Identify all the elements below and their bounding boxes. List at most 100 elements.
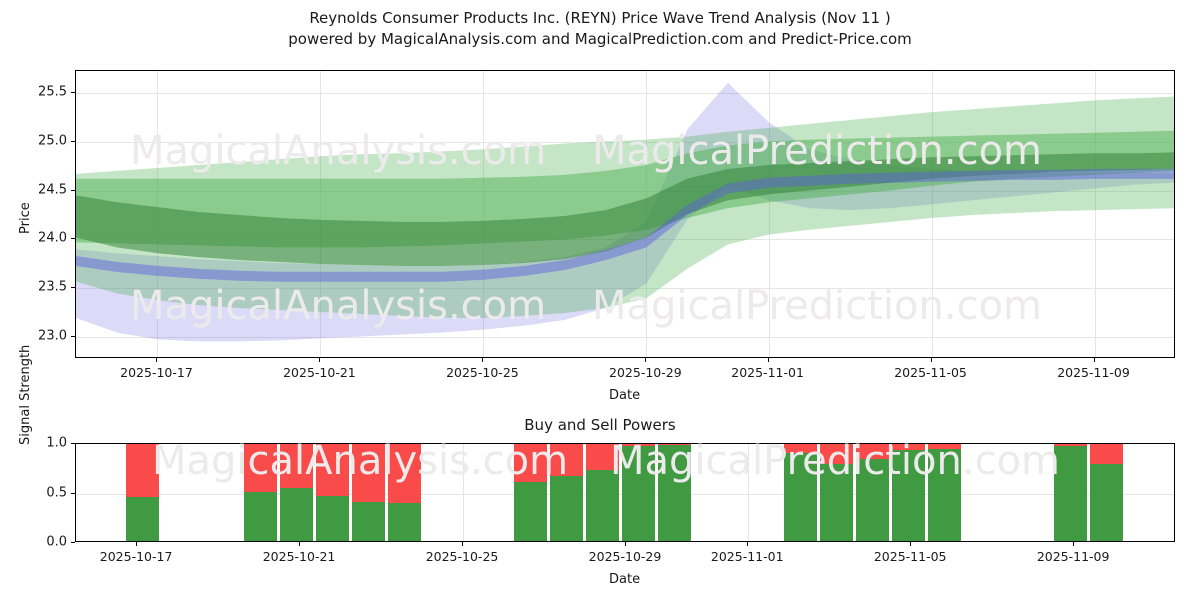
price-x-tick-mark bbox=[156, 358, 158, 362]
gridline-vertical bbox=[931, 71, 933, 357]
band-blue-core-ribbon bbox=[76, 168, 1174, 282]
buy-power-segment bbox=[316, 496, 349, 541]
sell-power-segment bbox=[244, 444, 277, 492]
gridline-vertical bbox=[463, 444, 465, 541]
price-chart-plot-area bbox=[75, 70, 1175, 358]
price-y-tick: 23.5 bbox=[38, 279, 67, 295]
signal-bar[interactable] bbox=[856, 444, 889, 541]
watermark-text: MagicalPrediction.com bbox=[592, 128, 1042, 174]
buy-power-segment bbox=[622, 445, 655, 541]
sell-power-segment bbox=[550, 444, 583, 476]
signal-bar[interactable] bbox=[550, 444, 583, 541]
buy-power-segment bbox=[1054, 445, 1087, 541]
signal-y-tick: 0.5 bbox=[46, 485, 67, 500]
signal-bar[interactable] bbox=[784, 444, 817, 541]
price-x-tick: 2025-11-01 bbox=[731, 365, 804, 380]
signal-bar[interactable] bbox=[1054, 444, 1087, 541]
chart-title-line-2: powered by MagicalAnalysis.com and Magic… bbox=[288, 30, 912, 48]
price-x-tick: 2025-10-17 bbox=[120, 365, 193, 380]
signal-bar[interactable] bbox=[1090, 444, 1123, 541]
signal-y-tick-mark bbox=[71, 542, 75, 543]
signal-y-tick: 0.0 bbox=[46, 534, 67, 550]
signal-bar[interactable] bbox=[126, 444, 159, 541]
gridline-horizontal bbox=[76, 190, 1174, 192]
buy-power-segment bbox=[352, 502, 385, 541]
signal-bar[interactable] bbox=[892, 444, 925, 541]
signal-bar[interactable] bbox=[244, 444, 277, 541]
watermark-text: MagicalAnalysis.com bbox=[152, 438, 569, 484]
buy-power-segment bbox=[784, 452, 817, 541]
signal-bar[interactable] bbox=[820, 444, 853, 541]
signal-x-tick: 2025-11-09 bbox=[1036, 549, 1110, 564]
gridline-vertical bbox=[748, 444, 750, 541]
sell-power-segment bbox=[352, 444, 385, 503]
watermark-text: MagicalAnalysis.com bbox=[130, 128, 547, 174]
price-x-tick: 2025-11-05 bbox=[894, 365, 967, 380]
gridline-horizontal bbox=[76, 337, 1174, 339]
price-x-tick: 2025-11-09 bbox=[1057, 365, 1130, 380]
signal-x-tick-mark bbox=[299, 542, 301, 546]
signal-x-tick-mark bbox=[747, 542, 749, 546]
signal-bar[interactable] bbox=[622, 444, 655, 541]
sell-power-segment bbox=[820, 444, 853, 464]
signal-bar[interactable] bbox=[280, 444, 313, 541]
signal-bar[interactable] bbox=[352, 444, 385, 541]
signal-bar[interactable] bbox=[658, 444, 691, 541]
buy-power-segment bbox=[244, 491, 277, 541]
signal-x-axis-label: Date bbox=[609, 572, 641, 587]
price-y-tick: 25.0 bbox=[38, 133, 67, 149]
signal-chart-plot-area bbox=[75, 443, 1175, 542]
signal-x-tick: 2025-11-05 bbox=[873, 549, 947, 564]
sell-power-segment bbox=[892, 444, 925, 450]
signal-x-tick: 2025-10-21 bbox=[262, 549, 336, 564]
sell-power-segment bbox=[1090, 444, 1123, 464]
price-y-tick-mark bbox=[71, 238, 75, 240]
sell-power-segment bbox=[928, 444, 961, 449]
band-blue-outer bbox=[76, 82, 1174, 342]
buy-power-segment bbox=[280, 487, 313, 541]
price-x-axis-label: Date bbox=[609, 388, 641, 403]
signal-y-tick-mark bbox=[71, 443, 75, 444]
signal-x-tick-mark bbox=[462, 542, 464, 546]
signal-x-tick-mark bbox=[910, 542, 912, 546]
sell-power-segment bbox=[316, 444, 349, 497]
gridline-vertical bbox=[483, 71, 485, 357]
signal-x-tick-mark bbox=[136, 542, 138, 546]
gridline-vertical bbox=[320, 71, 322, 357]
price-band-layer bbox=[76, 71, 1174, 357]
signal-y-axis-label: Signal Strength bbox=[18, 344, 33, 445]
price-x-tick-mark bbox=[767, 358, 769, 362]
signal-x-tick: 2025-10-17 bbox=[99, 549, 173, 564]
signal-x-tick: 2025-10-29 bbox=[588, 549, 662, 564]
signal-chart-title: Buy and Sell Powers bbox=[524, 416, 676, 434]
signal-bar[interactable] bbox=[928, 444, 961, 541]
sell-power-segment bbox=[388, 444, 421, 504]
buy-power-segment bbox=[1090, 463, 1123, 541]
price-x-tick-mark bbox=[930, 358, 932, 362]
price-x-tick-mark bbox=[645, 358, 647, 362]
price-x-tick-mark bbox=[482, 358, 484, 362]
signal-bar[interactable] bbox=[316, 444, 349, 541]
price-y-tick: 25.5 bbox=[38, 84, 67, 100]
signal-x-tick: 2025-10-25 bbox=[425, 549, 499, 564]
buy-power-segment bbox=[514, 481, 547, 541]
chart-title-block: Reynolds Consumer Products Inc. (REYN) P… bbox=[0, 8, 1200, 50]
signal-bar[interactable] bbox=[514, 444, 547, 541]
buy-power-segment bbox=[126, 497, 159, 541]
gridline-horizontal bbox=[76, 141, 1174, 143]
gridline-vertical bbox=[768, 71, 770, 357]
sell-power-segment bbox=[126, 444, 159, 498]
chart-title-line-1: Reynolds Consumer Products Inc. (REYN) P… bbox=[309, 9, 891, 27]
watermark-text: MagicalPrediction.com bbox=[610, 438, 1060, 484]
price-x-tick: 2025-10-21 bbox=[283, 365, 356, 380]
sell-power-segment bbox=[280, 444, 313, 488]
price-y-axis-label: Price bbox=[18, 202, 33, 234]
signal-bar[interactable] bbox=[586, 444, 619, 541]
sell-power-segment bbox=[622, 444, 655, 446]
gridline-vertical bbox=[1094, 71, 1096, 357]
sell-power-segment bbox=[586, 444, 619, 470]
buy-power-segment bbox=[658, 444, 691, 541]
signal-bar[interactable] bbox=[388, 444, 421, 541]
price-x-tick: 2025-10-25 bbox=[446, 365, 519, 380]
gridline-horizontal bbox=[76, 92, 1174, 94]
